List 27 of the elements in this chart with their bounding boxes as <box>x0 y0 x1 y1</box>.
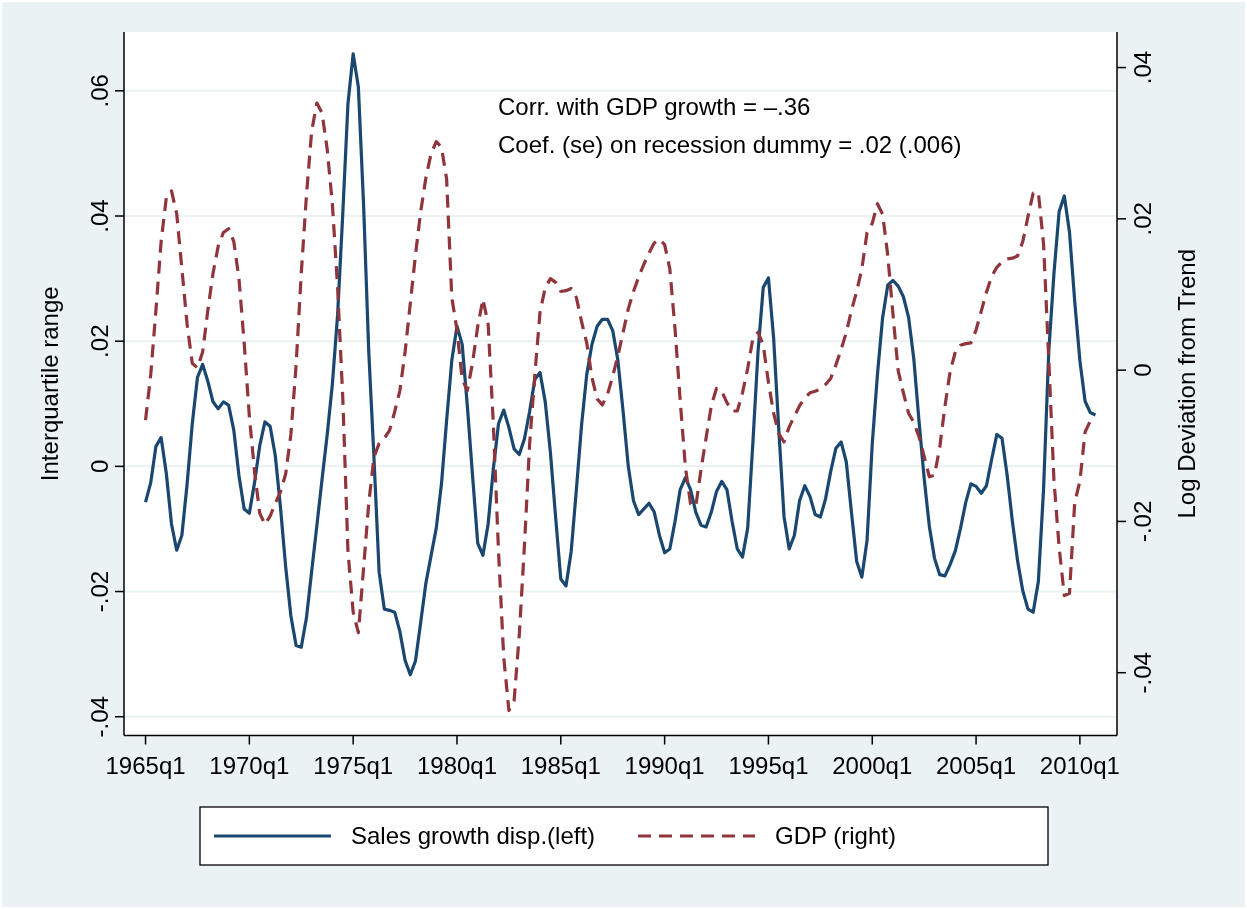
y-tick-label: .04 <box>86 199 113 233</box>
y-tick-label: -.04 <box>86 696 113 738</box>
x-tick-label: 2005q1 <box>936 751 1017 779</box>
x-tick-label: 2010q1 <box>1039 751 1120 779</box>
x-tick-label: 1990q1 <box>624 751 705 779</box>
annotation: Coef. (se) on recession dummy = .02 (.006) <box>498 131 962 158</box>
x-tick-label: 1995q1 <box>728 751 809 779</box>
x-tick-label: 2000q1 <box>832 751 913 779</box>
annotation: Corr. with GDP growth = –.36 <box>498 93 811 120</box>
legend-label: Sales growth disp.(left) <box>351 822 596 850</box>
y-tick-label: .06 <box>86 74 113 108</box>
y2-tick-label: -.04 <box>1129 652 1156 694</box>
legend-label: GDP (right) <box>775 822 896 850</box>
y2-axis-title: Log Deviation from Trend <box>1173 249 1200 519</box>
x-tick-label: 1965q1 <box>105 751 186 779</box>
y2-tick-label: .02 <box>1129 202 1156 236</box>
y-tick-label: .02 <box>86 324 113 358</box>
y-tick-label: 0 <box>86 459 113 474</box>
x-tick-label: 1980q1 <box>416 751 498 779</box>
y-axis-title: Interquartile range <box>36 286 63 482</box>
x-tick-label: 1975q1 <box>313 751 394 779</box>
y2-tick-label: -.02 <box>1129 500 1156 543</box>
x-tick-label: 1985q1 <box>520 751 601 779</box>
y2-tick-label: .04 <box>1129 50 1156 85</box>
y-tick-label: -.02 <box>86 570 113 613</box>
x-tick-label: 1970q1 <box>209 751 290 779</box>
y2-tick-label: 0 <box>1129 363 1156 377</box>
